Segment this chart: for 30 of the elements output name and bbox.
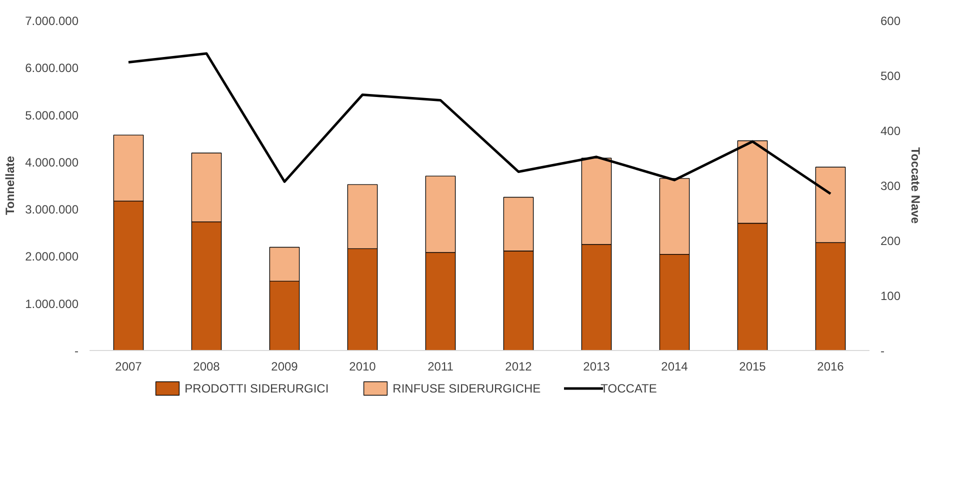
y2-tick-label: - [880,344,884,358]
legend-label: RINFUSE SIDERURGICHE [392,382,541,396]
x-tick-label: 2014 [661,360,688,374]
y-tick-label: 6.000.000 [25,61,79,76]
y2-tick-label: 400 [880,124,901,138]
x-tick-label: 2012 [505,360,532,374]
y-tick-label: 2.000.000 [25,250,79,264]
y-tick-label: 3.000.000 [25,202,79,217]
x-tick-label: 2009 [271,360,298,374]
x-tick-label: 2007 [115,360,142,374]
x-tick-label: 2015 [739,360,766,374]
x-tick-label: 2016 [817,360,844,374]
legend-label: PRODOTTI SIDERURGICI [184,382,329,396]
y2-tick-label: 200 [880,234,901,248]
y2-tick-label: 600 [880,14,901,28]
y2-tick-label: 500 [880,69,901,83]
x-tick-label: 2010 [349,360,376,374]
y2-tick-label: 300 [880,179,901,193]
y-tick-label: 5.000.000 [25,108,79,122]
y-tick-label: 4.000.000 [25,155,79,170]
y-tick-label: 7.000.000 [25,14,79,28]
legend-label: TOCCATE [600,382,657,396]
x-tick-label: 2013 [583,360,610,374]
y-tick-label: - [74,344,79,358]
x-tick-label: 2008 [193,360,220,374]
y-tick-label: 1.000.000 [25,296,79,311]
y2-axis-title: Toccate Nave [908,147,923,224]
y2-tick-label: 100 [880,289,901,303]
x-tick-label: 2011 [428,360,454,374]
y-axis-title: Tonnellate [3,156,18,216]
